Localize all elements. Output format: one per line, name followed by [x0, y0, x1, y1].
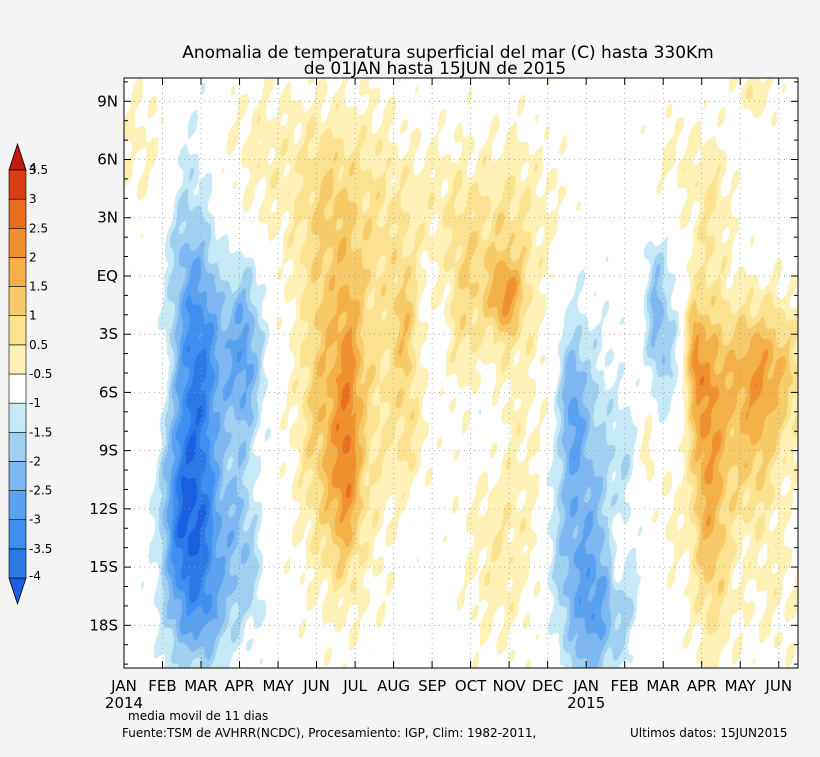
y-tick-label: 6S [99, 383, 118, 401]
colorbar-swatch [8, 315, 27, 346]
colorbar-label: -0.5 [29, 367, 52, 381]
colorbar-swatch [8, 257, 27, 287]
x-axis: JAN FEB MAR APR MAY JUN JUL AUG SEP OCT NOV DEC JAN F… [105, 78, 792, 712]
x-tick-label: JUN [764, 677, 792, 695]
x-tick-label: OCT [455, 677, 487, 695]
x-year-label: 2014 [105, 694, 143, 712]
colorbar-swatch [8, 169, 27, 200]
colorbar-swatch [8, 548, 27, 579]
colorbar-label: -1.5 [29, 425, 52, 439]
colorbar-swatch [8, 344, 27, 375]
colorbar-label: -2.5 [29, 484, 52, 498]
x-tick-label: JUL [342, 677, 367, 695]
y-tick-label: 12S [89, 500, 118, 518]
x-tick-label: DEC [532, 677, 564, 695]
colorbar-label: 2 [29, 250, 37, 264]
colorbar-label: 1 [29, 309, 37, 323]
colorbar-swatch [8, 402, 27, 433]
x-tick-label: JUN [302, 677, 330, 695]
colorbar-label: -1 [29, 396, 41, 410]
y-tick-label: 9S [99, 442, 118, 460]
colorbar-max-arrow [8, 142, 27, 171]
y-tick-label: 15S [89, 558, 118, 576]
x-year-label: 2015 [567, 694, 605, 712]
x-tick-label: NOV [493, 677, 527, 695]
colorbar-label: -3 [29, 513, 41, 527]
x-tick-label: MAY [262, 677, 294, 695]
colorbar-swatch [8, 519, 27, 550]
y-tick-label: 9N [97, 92, 118, 110]
colorbar-label: 4 [29, 161, 37, 175]
heatmap-image [124, 78, 798, 668]
chart-subtitle: de 01JAN hasta 15JUN de 2015 [304, 59, 566, 79]
x-tick-label: JAN [110, 677, 137, 695]
colorbar-swatch [8, 461, 27, 491]
x-tick-label: APR [225, 677, 255, 695]
y-tick-label: 3N [97, 209, 118, 227]
y-tick-label: 18S [89, 616, 118, 634]
x-tick-label: MAR [184, 677, 218, 695]
colorbar-swatch [8, 431, 27, 462]
x-tick-label: MAR [646, 677, 680, 695]
x-tick-label: APR [687, 677, 717, 695]
chart-title: Anomalia de temperatura superficial del … [182, 43, 713, 63]
colorbar-min-arrow [8, 577, 27, 606]
colorbar-swatch [8, 286, 27, 317]
colorbar-label: 3 [29, 192, 37, 206]
y-tick-label: 3S [99, 325, 118, 343]
x-tick-label: FEB [148, 677, 176, 695]
y-tick-label: 6N [97, 151, 118, 169]
y-axis: 9N 6N 3N EQ 3S 6S 9S 12S 15S 18S [89, 81, 798, 665]
grid-lines [123, 78, 798, 668]
colorbar-label: 3.5 [29, 163, 48, 177]
colorbar-swatch [8, 373, 27, 404]
x-tick-label: MAY [725, 677, 757, 695]
colorbar-label: 1.5 [29, 280, 48, 294]
footer-note: media movil de 11 dias [128, 709, 268, 723]
x-tick-label: AUG [377, 677, 410, 695]
x-tick-label: SEP [418, 677, 446, 695]
heatmap-field [124, 78, 798, 668]
y-tick-label: EQ [97, 267, 118, 285]
colorbar-label: -4 [29, 569, 41, 583]
colorbar-swatch [8, 490, 27, 521]
colorbar-swatch [8, 198, 27, 229]
colorbar-label: -3.5 [29, 542, 52, 556]
footer-last-data: Ultimos datos: 15JUN2015 [630, 726, 788, 740]
x-tick-label: FEB [610, 677, 638, 695]
footer-source: Fuente:TSM de AVHRR(NCDC), Procesamiento… [122, 726, 536, 740]
colorbar-label: 2.5 [29, 221, 48, 235]
x-tick-label: JAN [572, 677, 599, 695]
colorbar-label: 0.5 [29, 338, 48, 352]
colorbar-label: -2 [29, 454, 41, 468]
colorbar-swatch [8, 227, 27, 258]
colorbar: -4 -3.5 -3 -2.5 -2 -1.5 -1 -0.5 0.5 1 1.5 2 2.5 3 3.54 [8, 142, 52, 606]
